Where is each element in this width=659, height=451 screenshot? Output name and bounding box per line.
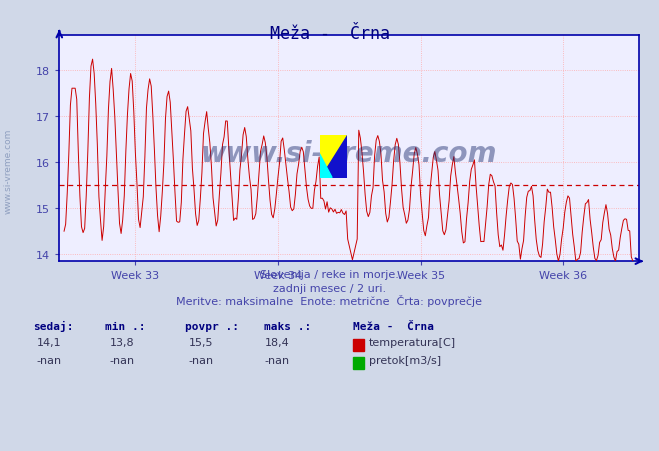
Text: povpr .:: povpr .: xyxy=(185,321,239,331)
Text: temperatura[C]: temperatura[C] xyxy=(369,337,456,347)
Text: Meritve: maksimalne  Enote: metrične  Črta: povprečje: Meritve: maksimalne Enote: metrične Črta… xyxy=(177,295,482,306)
Text: -nan: -nan xyxy=(188,355,214,365)
Text: maks .:: maks .: xyxy=(264,321,311,331)
Text: -nan: -nan xyxy=(264,355,289,365)
Text: 18,4: 18,4 xyxy=(264,337,289,347)
Text: zadnji mesec / 2 uri.: zadnji mesec / 2 uri. xyxy=(273,283,386,293)
Polygon shape xyxy=(320,135,347,178)
Text: sedaj:: sedaj: xyxy=(33,320,73,331)
Text: 14,1: 14,1 xyxy=(37,337,62,347)
Text: min .:: min .: xyxy=(105,321,146,331)
Text: -nan: -nan xyxy=(37,355,62,365)
Text: 15,5: 15,5 xyxy=(188,337,214,347)
Text: Meža -  Črna: Meža - Črna xyxy=(353,321,434,331)
Polygon shape xyxy=(320,135,347,178)
Polygon shape xyxy=(320,155,332,178)
Text: pretok[m3/s]: pretok[m3/s] xyxy=(369,355,441,365)
Text: Meža -  Črna: Meža - Črna xyxy=(270,25,389,43)
Text: 13,8: 13,8 xyxy=(109,337,134,347)
Text: www.si-vreme.com: www.si-vreme.com xyxy=(3,129,13,214)
Text: www.si-vreme.com: www.si-vreme.com xyxy=(201,139,498,167)
Text: Slovenija / reke in morje.: Slovenija / reke in morje. xyxy=(260,269,399,279)
Text: -nan: -nan xyxy=(109,355,134,365)
